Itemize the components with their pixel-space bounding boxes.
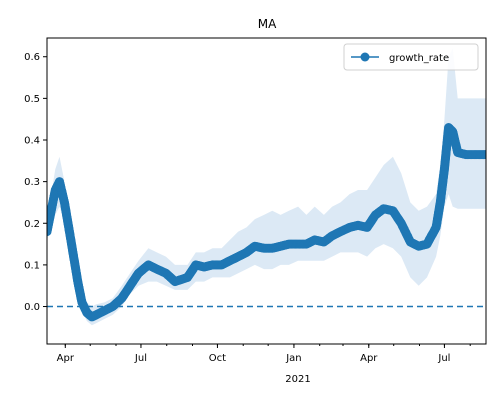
y-tick-label: 0.1 (24, 260, 40, 271)
plot-frame (46, 37, 487, 345)
plot-area: 0.0 0.1 0.2 0.3 0.4 0.5 0.6 Apr Jul Oct Jan Apr Jul (24, 48, 486, 364)
y-tick-label: 0.3 (24, 177, 40, 188)
x-tick-label: Oct (209, 353, 226, 364)
x-tick-label: Apr (360, 353, 378, 364)
y-tick-label: 0.4 (24, 136, 40, 147)
x-axis-year-label: 2021 (285, 374, 310, 385)
x-tick-label: Jul (134, 353, 147, 364)
legend-marker-swatch (360, 52, 370, 62)
growth-rate-marker (481, 150, 486, 160)
y-tick-label: 0.6 (24, 52, 40, 63)
y-tick-label: 0.5 (24, 94, 40, 105)
y-tick-label: 0.0 (24, 302, 40, 313)
legend: growth_rate (343, 43, 479, 71)
legend-box (343, 43, 479, 71)
confidence-band (47, 48, 486, 326)
y-tick-label: 0.2 (24, 219, 40, 230)
plot-content (47, 48, 486, 326)
x-tick-label: Apr (57, 353, 75, 364)
legend-label-growth-rate: growth_rate (389, 53, 449, 64)
x-tick-label: Jan (285, 353, 301, 364)
x-tick-label: Jul (437, 353, 450, 364)
chart-title: MA (258, 17, 277, 31)
